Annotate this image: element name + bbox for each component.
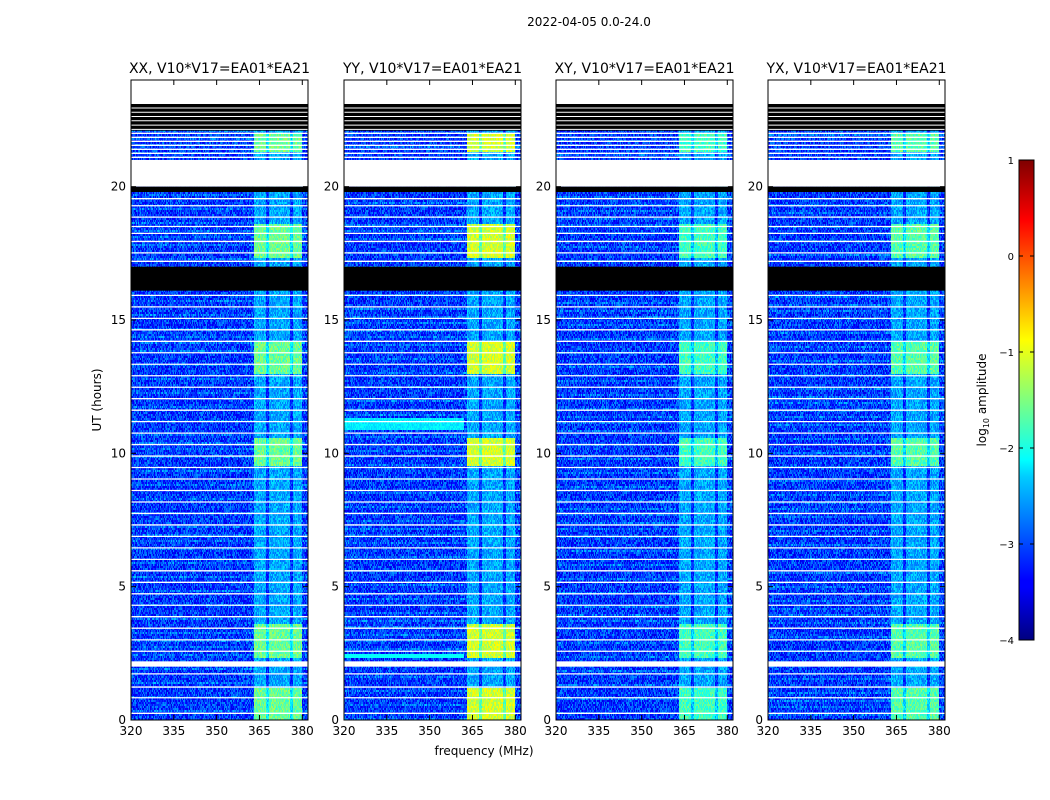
flagged-black-band <box>131 266 308 291</box>
y-tick-label: 10 <box>536 446 551 460</box>
y-tick-label: 0 <box>331 713 339 727</box>
x-tick-label: 365 <box>461 724 484 738</box>
y-tick-label: 15 <box>536 313 551 327</box>
colorbar-tick-label: −4 <box>999 636 1014 647</box>
x-tick-label: 320 <box>757 724 780 738</box>
flagged-black-band <box>344 266 521 291</box>
colorbar-gradient <box>1018 159 1035 641</box>
x-tick-label: 380 <box>291 724 314 738</box>
flagged-black-band <box>768 186 945 192</box>
x-axis-label: frequency (MHz) <box>434 744 533 758</box>
colorbar-tick-label: 1 <box>1008 156 1014 167</box>
panel-frame <box>767 79 946 721</box>
x-tick-label: 380 <box>504 724 527 738</box>
y-tick-label: 20 <box>324 180 339 194</box>
flagged-black-band <box>556 266 733 291</box>
panel-1: XX, V10*V17=EA01*EA21 320 335 350 365 380 0 5 10… <box>111 61 314 738</box>
flagged-white-band <box>131 661 308 667</box>
colorbar: −4 −3 −2 −1 0 1 log10 amplitude <box>975 156 1035 647</box>
x-tick-label: 365 <box>248 724 271 738</box>
flagged-white-band <box>344 80 521 104</box>
panel-title: YY, V10*V17=EA01*EA21 <box>342 61 522 77</box>
flagged-white-band <box>556 80 733 104</box>
colorbar-tick-label: −2 <box>999 444 1014 455</box>
colorbar-label: log10 amplitude <box>975 354 991 447</box>
panel-frame <box>343 79 522 721</box>
x-tick-label: 350 <box>418 724 441 738</box>
colorbar-ticks: −4 −3 −2 −1 0 1 <box>999 156 1034 647</box>
x-tick-label: 335 <box>375 724 398 738</box>
x-tick-label: 380 <box>716 724 739 738</box>
y-tick-label: 5 <box>331 580 339 594</box>
y-axis-label: UT (hours) <box>90 368 104 431</box>
panel-frame <box>555 79 734 721</box>
colorbar-tick-label: −1 <box>999 348 1014 359</box>
x-tick-label: 350 <box>205 724 228 738</box>
y-tick-label: 15 <box>111 313 126 327</box>
colorbar-tick-label: 0 <box>1008 252 1014 263</box>
x-tick-label: 335 <box>799 724 822 738</box>
flagged-black-band <box>556 186 733 192</box>
y-tick-label: 5 <box>118 580 126 594</box>
flagged-white-band <box>131 80 308 104</box>
y-tick-label: 5 <box>755 580 763 594</box>
y-tick-label: 5 <box>543 580 551 594</box>
x-tick-label: 365 <box>673 724 696 738</box>
y-tick-label: 10 <box>111 446 126 460</box>
panel-title: XY, V10*V17=EA01*EA21 <box>554 61 734 77</box>
x-tick-label: 335 <box>162 724 185 738</box>
x-tick-label: 320 <box>545 724 568 738</box>
x-tick-label: 365 <box>885 724 908 738</box>
panel-title: YX, V10*V17=EA01*EA21 <box>765 61 946 77</box>
flagged-black-band <box>768 266 945 291</box>
figure-title: 2022-04-05 0.0-24.0 <box>527 15 651 29</box>
panel-4: YX, V10*V17=EA01*EA21 320 335 350 365 380 0 5 10… <box>748 61 951 738</box>
y-tick-label: 15 <box>324 313 339 327</box>
flagged-white-band <box>556 661 733 667</box>
x-tick-label: 320 <box>120 724 143 738</box>
flagged-white-band <box>556 160 733 187</box>
y-tick-label: 15 <box>748 313 763 327</box>
flagged-white-band <box>768 160 945 187</box>
panels-group: XX, V10*V17=EA01*EA21 320 335 350 365 380 0 5 10… <box>111 61 951 738</box>
flagged-black-band <box>344 186 521 192</box>
x-tick-label: 350 <box>630 724 653 738</box>
y-tick-label: 20 <box>111 180 126 194</box>
panel-3: XY, V10*V17=EA01*EA21 320 335 350 365 380 0 5 10… <box>536 61 739 738</box>
flagged-white-band <box>768 661 945 667</box>
x-tick-label: 350 <box>842 724 865 738</box>
flagged-white-band <box>768 80 945 104</box>
y-tick-label: 10 <box>324 446 339 460</box>
colorbar-tick-label: −3 <box>999 540 1014 551</box>
flagged-black-band <box>131 186 308 192</box>
y-tick-label: 0 <box>543 713 551 727</box>
x-tick-label: 320 <box>333 724 356 738</box>
flagged-white-band <box>344 661 521 667</box>
panel-title: XX, V10*V17=EA01*EA21 <box>129 61 310 77</box>
y-tick-label: 10 <box>748 446 763 460</box>
x-tick-label: 335 <box>587 724 610 738</box>
panel-frame <box>130 79 309 721</box>
y-tick-label: 0 <box>118 713 126 727</box>
flagged-white-band <box>344 160 521 187</box>
y-tick-label: 0 <box>755 713 763 727</box>
panel-2: YY, V10*V17=EA01*EA21 320 335 350 365 380 0 5 10… <box>324 61 527 738</box>
flagged-white-band <box>131 160 308 187</box>
y-tick-label: 20 <box>536 180 551 194</box>
x-tick-label: 380 <box>928 724 951 738</box>
y-tick-label: 20 <box>748 180 763 194</box>
